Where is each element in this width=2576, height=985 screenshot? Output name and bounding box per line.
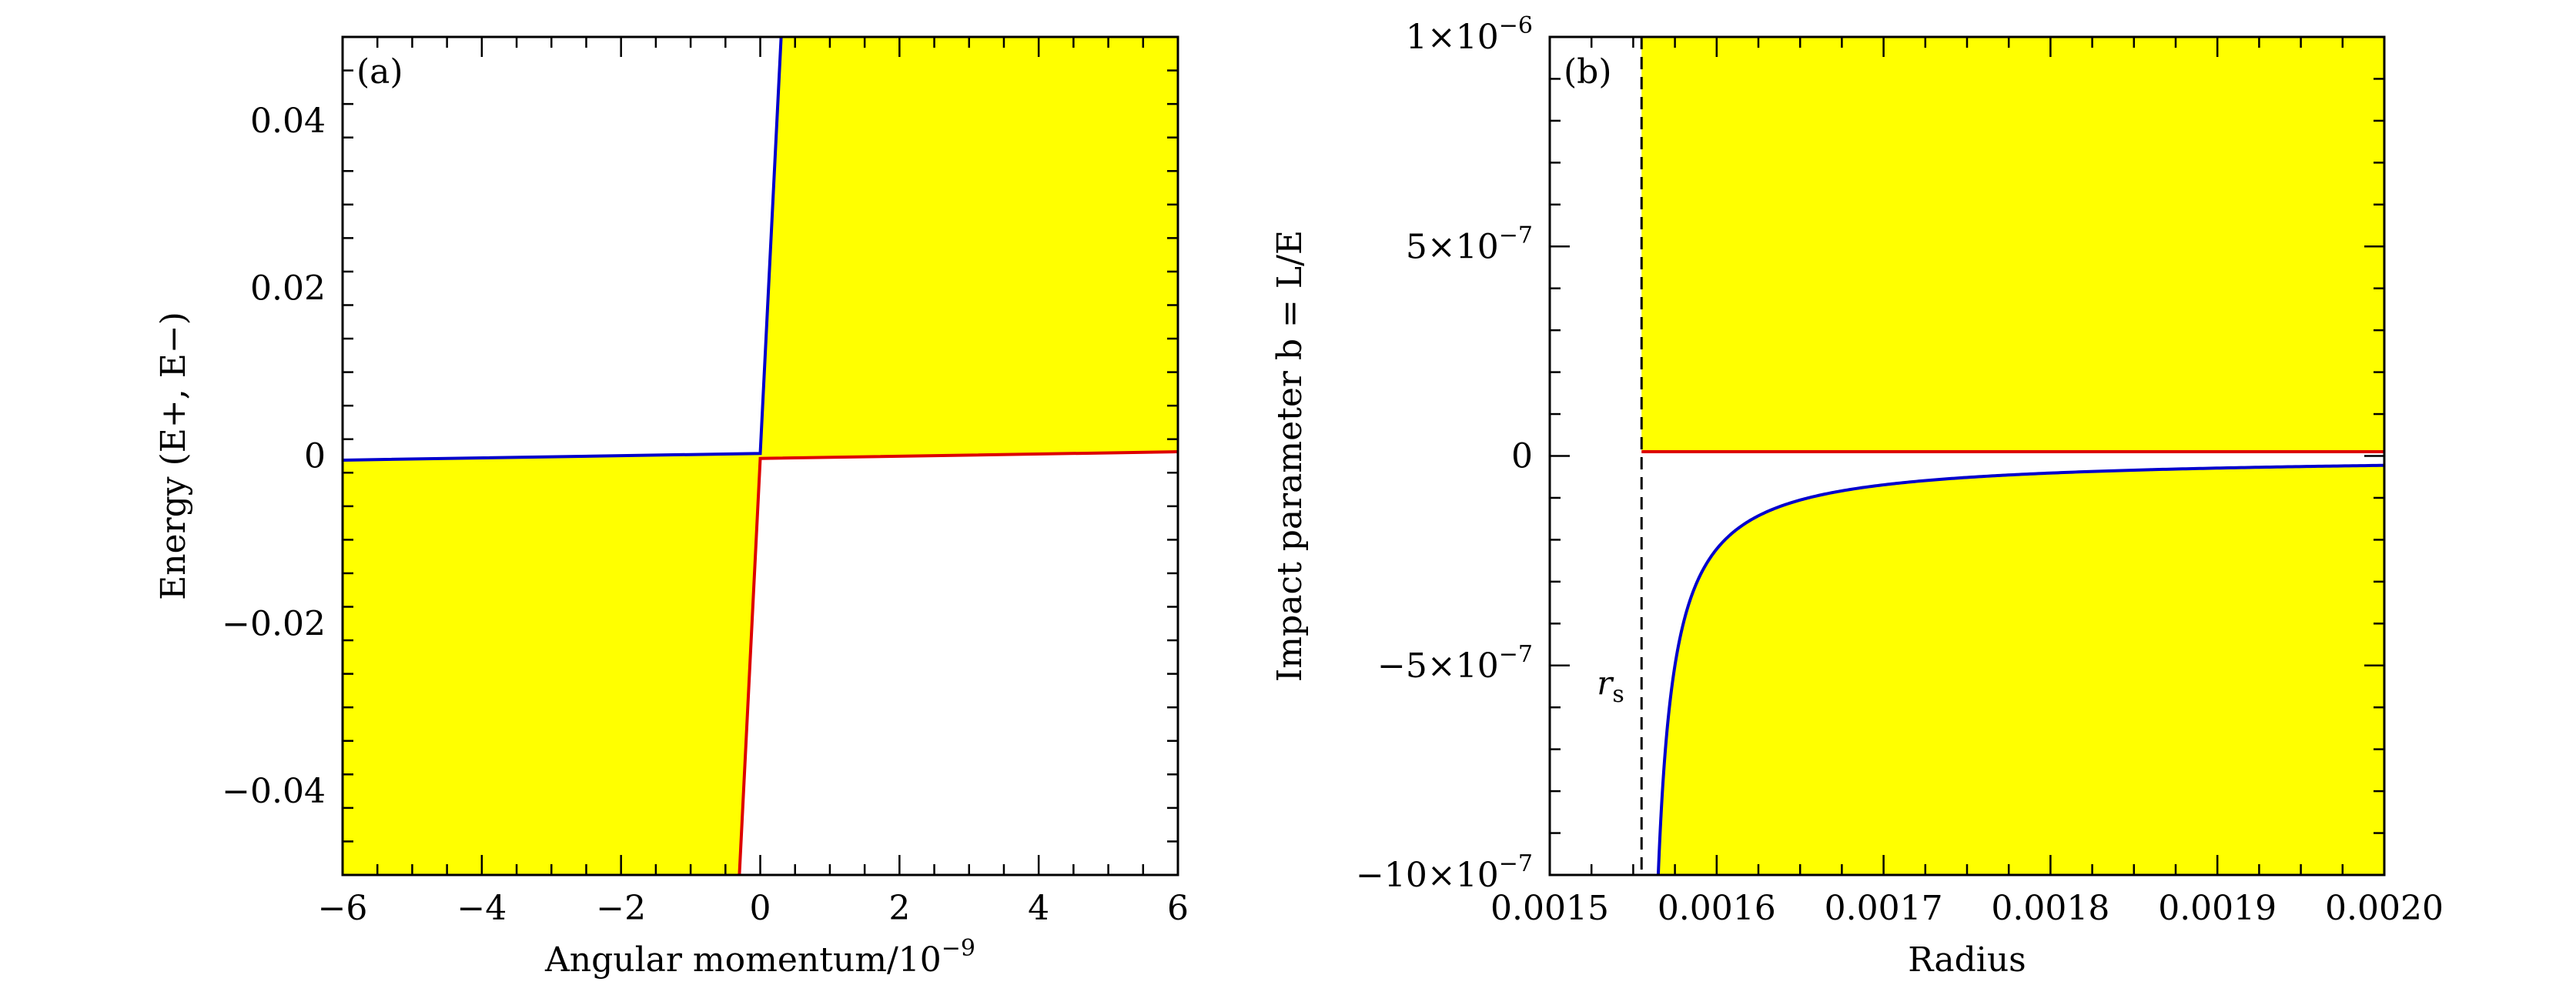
panel-b-x-tick-label: 0.0020 — [2325, 889, 2444, 928]
panel-b-forbidden-region — [1641, 37, 2384, 875]
panel-a-shaded-region-2 — [343, 453, 761, 875]
panel-b-y-ticks: −10×10−7 −5×10−7 0 5×10−7 1×10−6 — [1356, 12, 2384, 895]
panel-b: 0.0015 0.0016 0.0017 0.0018 0.0019 0.0020 −10… — [1270, 12, 2444, 980]
panel-b-shaded-upper — [1641, 37, 2384, 452]
panel-a-x-axis-label-text: Angular momentum/10 — [544, 940, 942, 980]
panel-a-red-curve — [738, 450, 1179, 876]
panel-a: −6 −4 −2 0 2 4 6 −0.04 −0.02 0 0.02 0.04 (a) Angul… — [154, 35, 1189, 980]
panel-b-x-ticks: 0.0015 0.0016 0.0017 0.0018 0.0019 0.0020 — [1490, 37, 2444, 928]
panel-b-label: (b) — [1564, 52, 1612, 92]
panel-a-blue-curve — [342, 36, 783, 462]
panel-a-y-tick-label: −0.02 — [222, 604, 326, 643]
panel-b-y-tick-label: 0 — [1511, 437, 1533, 476]
panel-a-y-tick-label: 0.02 — [250, 269, 326, 309]
panel-b-x-tick-label: 0.0017 — [1825, 889, 1943, 928]
panel-a-y-tick-label: 0.04 — [250, 102, 326, 141]
panel-b-y-tick-label: −5×10−7 — [1377, 641, 1533, 686]
panel-b-shaded-lower — [1658, 465, 2384, 875]
panel-a-x-ticks: −6 −4 −2 0 2 4 6 — [318, 37, 1189, 928]
panel-a-x-tick-label: −6 — [318, 889, 368, 928]
panel-b-y-tick-label: −10×10−7 — [1356, 850, 1533, 895]
panel-b-x-tick-label: 0.0015 — [1490, 889, 1609, 928]
panel-a-label: (a) — [356, 52, 403, 92]
panel-b-blue-curve — [1656, 463, 2385, 876]
panel-b-x-tick-label: 0.0016 — [1658, 889, 1776, 928]
panel-a-x-tick-label: 2 — [888, 889, 910, 928]
panel-b-y-tick-label: 5×10−7 — [1406, 222, 1533, 266]
panel-a-y-tick-label: 0 — [304, 437, 326, 476]
panel-b-x-axis-label: Radius — [1908, 940, 2026, 980]
rs-annotation-subscript: s — [1612, 681, 1624, 708]
panel-a-x-tick-label: 0 — [750, 889, 771, 928]
panel-b-x-tick-label: 0.0018 — [1991, 889, 2109, 928]
panel-b-curves — [1640, 37, 2385, 876]
panel-a-y-axis-label: Energy (E+, E−) — [154, 312, 193, 600]
panel-a-x-axis-label-exponent: −9 — [942, 935, 975, 962]
panel-a-y-ticks: −0.04 −0.02 0 0.02 0.04 — [222, 35, 1178, 876]
panel-a-x-tick-label: −2 — [596, 889, 646, 928]
panel-b-y-tick-label: 1×10−6 — [1406, 12, 1533, 57]
panel-a-shaded-region-1 — [760, 37, 1178, 459]
panel-a-x-tick-label: 6 — [1167, 889, 1189, 928]
panel-a-y-tick-label: −0.04 — [222, 772, 326, 811]
rs-annotation: rs — [1597, 664, 1624, 708]
panel-a-forbidden-region — [343, 37, 1178, 875]
panel-a-x-axis-label: Angular momentum/10−9 — [544, 935, 975, 980]
panel-b-y-axis-label: Impact parameter b = L/E — [1270, 230, 1310, 682]
panel-a-x-tick-label: −4 — [457, 889, 507, 928]
panel-a-curves — [342, 36, 1179, 876]
panel-b-x-tick-label: 0.0019 — [2158, 889, 2277, 928]
rs-annotation-symbol: r — [1597, 664, 1614, 702]
panel-a-x-tick-label: 4 — [1028, 889, 1049, 928]
